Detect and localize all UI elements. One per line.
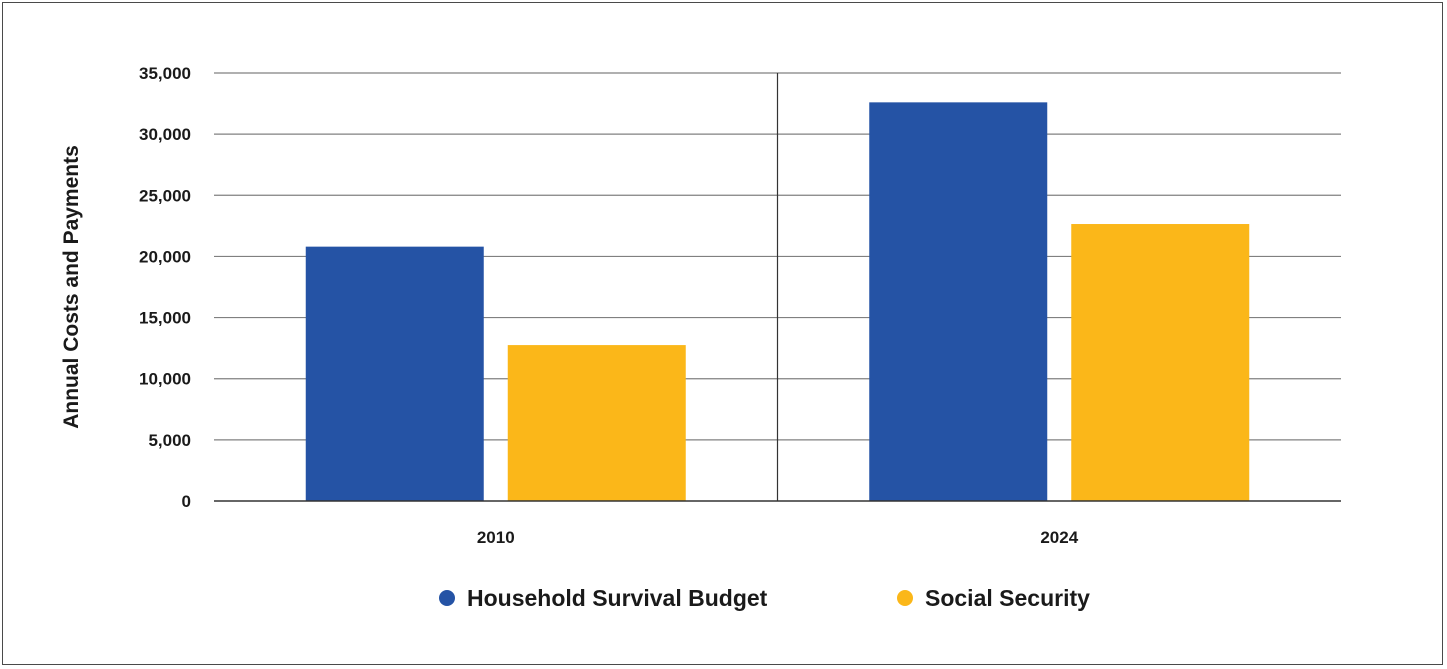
y-axis-title: Annual Costs and Payments [60,145,83,429]
legend-swatch-social-security [897,590,913,606]
bar-social-security-2010 [507,345,686,501]
bar-social-security-2024 [1071,224,1250,501]
y-tick-label: 25,000 [139,186,191,205]
x-tick-label: 2024 [1040,528,1078,547]
x-tick-label: 2010 [477,528,515,547]
y-axis-ticks: 0 5,000 10,000 15,000 20,000 25,000 30,000 35,0… [139,64,191,511]
y-tick-label: 30,000 [139,125,191,144]
y-tick-label: 35,000 [139,64,191,83]
bars [305,102,1250,501]
legend-label: Household Survival Budget [467,585,768,611]
x-axis-ticks: 2010 2024 [477,528,1079,547]
y-tick-label: 10,000 [139,370,191,389]
axes [214,73,1341,502]
bar-household-survival-budget-2010 [305,246,484,501]
y-tick-label: 0 [182,492,191,511]
y-tick-label: 5,000 [148,431,191,450]
legend-swatch-household-survival-budget [439,590,455,606]
legend-label: Social Security [925,585,1090,611]
y-tick-label: 15,000 [139,309,191,328]
y-tick-label: 20,000 [139,247,191,266]
legend: Household Survival Budget Social Security [439,585,1090,611]
bar-household-survival-budget-2024 [869,102,1048,501]
